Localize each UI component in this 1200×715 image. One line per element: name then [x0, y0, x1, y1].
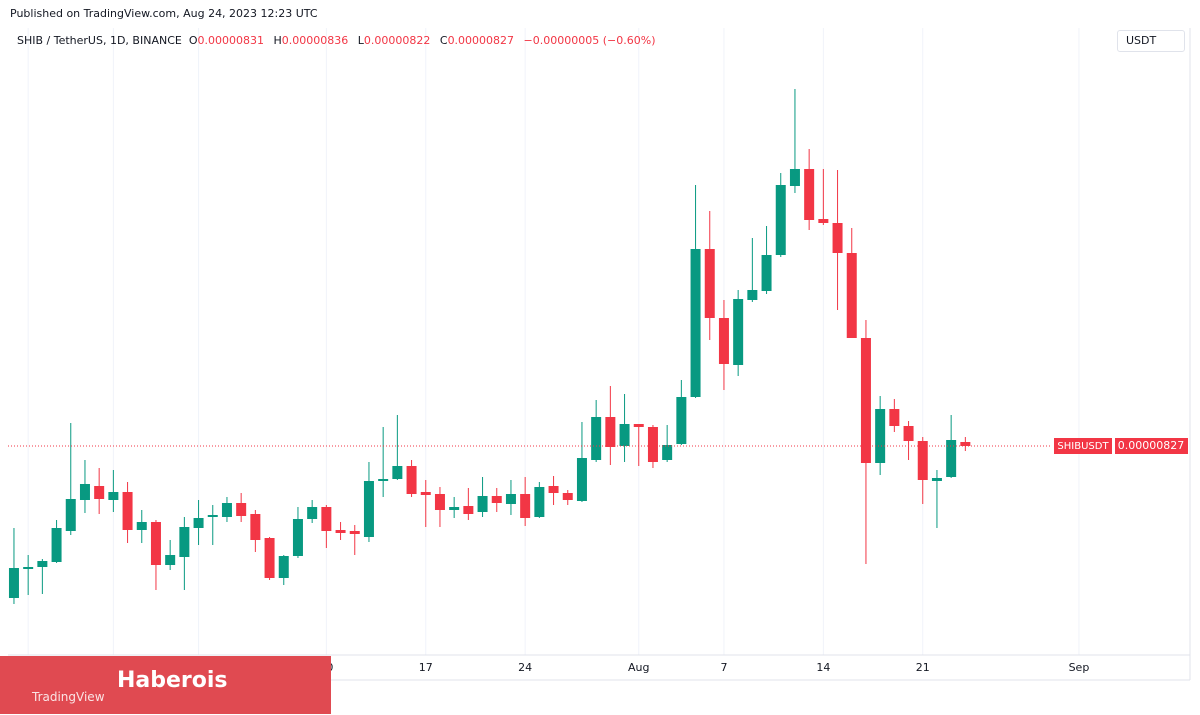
candle-body [775, 185, 786, 255]
price-tag: SHIBUSDT [1057, 441, 1109, 452]
x-tick-label: 24 [518, 661, 532, 674]
candle-body [463, 506, 474, 514]
candle-body [690, 249, 701, 397]
candle-body [449, 507, 460, 510]
high-label: H [273, 34, 282, 47]
candle-body [662, 445, 673, 460]
price-label-box [1115, 438, 1188, 454]
price-tag-box [1054, 438, 1112, 454]
candle-body [747, 290, 758, 300]
currency-button[interactable]: USDT [1117, 30, 1185, 52]
candle-body [733, 299, 744, 365]
candle-body [647, 427, 658, 462]
candle-body [406, 466, 417, 494]
candle-body [165, 555, 176, 565]
candle-body [94, 486, 105, 499]
candle-body [960, 442, 971, 446]
candle-body [505, 494, 516, 504]
candle-body [860, 338, 871, 463]
change: −0.00000005 (−0.60%) [523, 34, 656, 47]
candle-body [51, 528, 62, 562]
candle-body [832, 223, 843, 253]
candle-body [619, 424, 630, 446]
candle-body [150, 522, 161, 565]
open-value: 0.00000831 [197, 34, 264, 47]
candle-body [718, 318, 729, 364]
candle-body [37, 561, 48, 567]
candle-body [903, 426, 914, 441]
candle-body [250, 514, 261, 540]
candle-body [761, 255, 772, 291]
x-tick-label: 17 [419, 661, 433, 674]
x-tick-label: 7 [720, 661, 727, 674]
low-label: L [357, 34, 364, 47]
close-value: 0.00000827 [447, 34, 515, 47]
candle-body [562, 493, 573, 500]
symbol-legend: SHIB / TetherUS, 1D, BINANCE O0.00000831… [17, 34, 662, 47]
candle-body [548, 486, 559, 493]
candle-body [79, 484, 90, 500]
candle-body [179, 527, 190, 557]
candle-body [591, 417, 602, 460]
candle-body [477, 496, 488, 512]
close-label: C [439, 34, 448, 47]
candle-body [931, 478, 942, 481]
high-value: 0.00000836 [281, 34, 349, 47]
watermark-box: Haberois TradingView [0, 656, 331, 714]
candle-body [534, 487, 545, 517]
x-tick-label: 21 [916, 661, 930, 674]
candle-body [576, 458, 587, 501]
candle-body [420, 492, 431, 495]
candle-body [917, 441, 928, 480]
candle-body [704, 249, 715, 318]
candle-body [520, 494, 531, 518]
candle-body [278, 556, 289, 578]
candle-body [321, 507, 332, 531]
candle-body [349, 531, 360, 534]
candle-body [363, 481, 374, 537]
candle-body [789, 169, 800, 186]
candle-body [193, 518, 204, 528]
low-value: 0.00000822 [363, 34, 431, 47]
candle-body [335, 530, 346, 533]
candle-body [846, 253, 857, 338]
x-tick-label: 14 [816, 661, 830, 674]
candle-body [264, 538, 275, 578]
x-tick-label: Aug [628, 661, 649, 674]
price-label: 0.00000827 [1118, 439, 1184, 452]
candle-body [392, 466, 403, 479]
candle-body [292, 519, 303, 556]
candle-body [676, 397, 687, 444]
candle-body [946, 440, 957, 477]
candle-body [605, 417, 616, 447]
candle-body [804, 169, 815, 220]
candle-body [491, 496, 502, 503]
candle-body [136, 522, 147, 530]
candle-body [633, 424, 644, 427]
candle-body [65, 499, 76, 531]
candle-body [307, 507, 318, 519]
candle-body [378, 479, 389, 481]
candle-body [889, 409, 900, 426]
open-label: O [188, 34, 198, 47]
symbol: SHIB / TetherUS, 1D, BINANCE [17, 34, 182, 47]
candle-body [875, 409, 886, 463]
candle-body [221, 503, 232, 517]
candle-body [818, 219, 829, 223]
brand: TradingView [32, 690, 105, 704]
published-note: Published on TradingView.com, Aug 24, 20… [10, 7, 318, 20]
candle-body [23, 567, 34, 569]
watermark: Haberois [117, 668, 228, 693]
candle-body [434, 494, 445, 510]
candle-body [122, 492, 133, 530]
candle-body [236, 503, 247, 516]
x-tick-label: Sep [1069, 661, 1090, 674]
candle-body [207, 515, 218, 517]
candle-body [108, 492, 119, 500]
candle-body [8, 568, 19, 598]
